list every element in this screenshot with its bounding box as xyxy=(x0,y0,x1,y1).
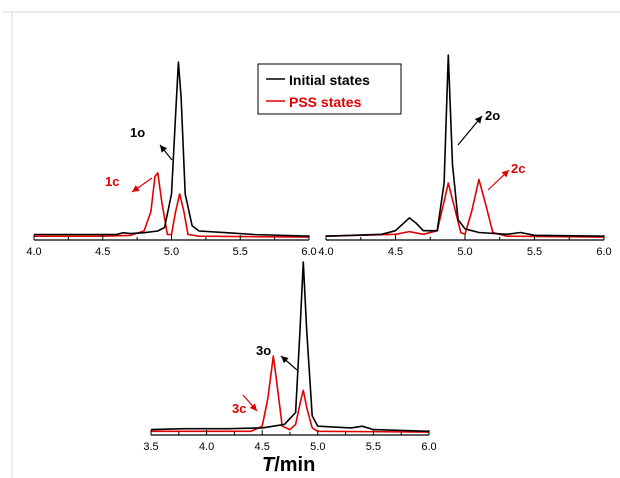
x-tick-label-top-left: 5.0 xyxy=(164,246,179,258)
legend: Initial states PSS states xyxy=(257,63,402,115)
legend-initial-label: Initial states xyxy=(289,72,370,88)
annotation-arrowhead-3o xyxy=(281,356,289,364)
annotation-label-3c: 3c xyxy=(232,401,246,416)
x-tick-label-top-right: 4.5 xyxy=(388,246,403,258)
x-tick-label-top-right: 5.5 xyxy=(527,246,542,258)
x-tick-label-top-right: 4.0 xyxy=(318,246,333,258)
legend-pss-label: PSS states xyxy=(289,94,362,110)
annotation-label-3o: 3o xyxy=(256,343,271,358)
chart-panel-bottom: 3.5 4.0 4.5 5.0 5.5 6.0 3o 3c xyxy=(143,261,437,453)
annotation-arrowhead-1o xyxy=(160,145,168,153)
annotation-label-2c: 2c xyxy=(511,161,525,176)
annotation-label-2o: 2o xyxy=(485,108,500,123)
chart-panel-top-right: 4.0 4.5 5.0 5.5 6.0 2o 2c xyxy=(318,54,612,258)
x-tick-label-top-right: 6.0 xyxy=(596,246,611,258)
annotation-arrowhead-3c xyxy=(249,403,257,411)
x-tick-label-top-left: 6.0 xyxy=(301,246,316,258)
x-tick-label-bottom: 4.5 xyxy=(255,441,270,453)
x-tick-label-bottom: 5.5 xyxy=(366,441,381,453)
annotation-arrowhead-2c xyxy=(501,170,509,178)
legend-box xyxy=(257,63,402,115)
x-tick-label-top-right: 5.0 xyxy=(457,246,472,258)
x-tick-label-top-left: 4.5 xyxy=(95,246,110,258)
annotation-label-1c: 1c xyxy=(105,174,119,189)
series-line-pss-bottom xyxy=(151,355,430,433)
x-axis-title-unit: /min xyxy=(274,454,315,476)
x-tick-label-bottom: 5.0 xyxy=(310,441,325,453)
x-tick-label-top-left: 4.0 xyxy=(26,246,41,258)
chart-panels: 4.0 4.5 5.0 5.5 6.0 1o 1c 4.0 4.5 5.0 5.5 6.0 2o 2c 3.… xyxy=(26,54,612,453)
series-line-initial-bottom xyxy=(150,261,430,433)
series-line-initial-top-right xyxy=(325,54,605,237)
x-tick-label-bottom: 3.5 xyxy=(143,441,158,453)
annotation-arrowhead-2o xyxy=(474,116,482,124)
series-line-initial-top-left xyxy=(34,61,310,237)
chart-panel-top-left: 4.0 4.5 5.0 5.5 6.0 1o 1c xyxy=(26,61,317,258)
annotation-label-1o: 1o xyxy=(130,125,145,140)
x-axis-title-symbol: T xyxy=(262,454,276,476)
x-tick-label-bottom: 6.0 xyxy=(421,441,436,453)
x-tick-label-top-left: 5.5 xyxy=(233,246,248,258)
x-tick-label-bottom: 4.0 xyxy=(199,441,214,453)
annotation-arrowhead-1c xyxy=(132,185,140,192)
x-axis-title: T/min xyxy=(262,454,315,476)
